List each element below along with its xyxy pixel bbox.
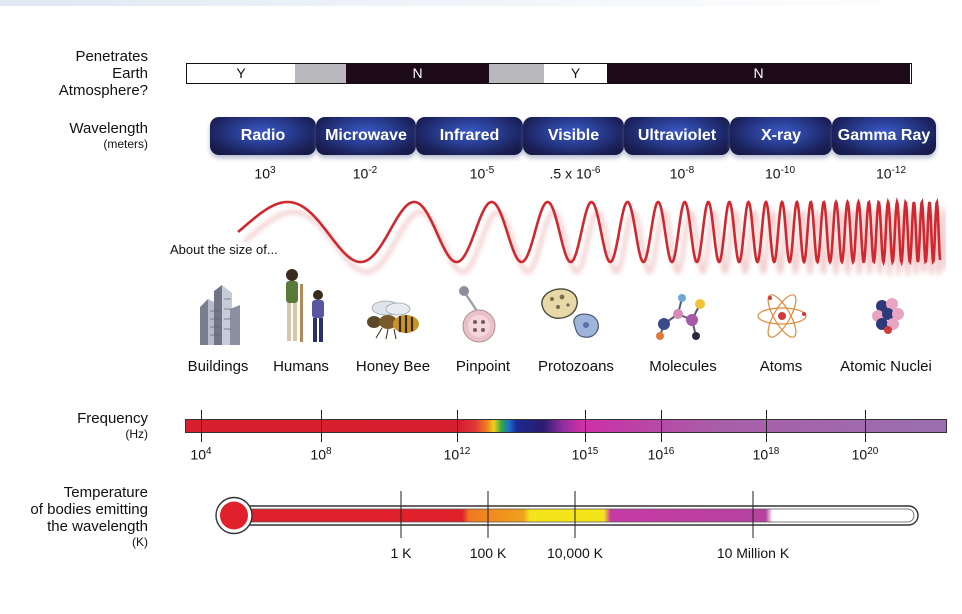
object-label-pinpoint: Pinpoint (455, 358, 511, 375)
buildings-icon (200, 285, 240, 345)
protozoans-icon (541, 288, 599, 338)
wavelength-value: .5 x 10-6 (549, 165, 601, 182)
thermometer-graphic (215, 491, 919, 538)
frequency-bar (185, 419, 947, 433)
wavelength-value: 10-8 (669, 165, 695, 182)
frequency-tick (457, 410, 458, 442)
object-label-buildings: Buildings (187, 358, 249, 375)
atmosphere-label-line: Penetrates (75, 48, 148, 65)
temperature-label-line: Temperature (63, 484, 148, 501)
frequency-tick-label: 1015 (571, 446, 599, 463)
wave-shadow (242, 204, 946, 280)
frequency-label: Frequency (Hz) (30, 410, 148, 442)
frequency-title: Frequency (77, 410, 148, 427)
wave-line (237, 197, 942, 267)
frequency-tick (766, 410, 767, 442)
frequency-tick-label: 1018 (752, 446, 780, 463)
size-note: About the size of... (170, 242, 278, 257)
atmosphere-bar: Y N Y N (186, 63, 912, 84)
molecules-icon (656, 294, 705, 340)
band-ultraviolet: Ultraviolet (624, 117, 730, 155)
temperature-label-line: the wavelength (47, 518, 148, 535)
atmosphere-segment: N (607, 64, 910, 83)
pinpoint-icon (459, 286, 496, 343)
thermometer-bulb (220, 501, 248, 530)
frequency-tick (661, 410, 662, 442)
wavelength-unit: (meters) (103, 137, 148, 151)
atoms-icon (757, 294, 807, 338)
band-radio: Radio (210, 117, 316, 155)
temperature-tick-label: 10 Million K (716, 545, 790, 561)
temperature-label: Temperature of bodies emitting the wavel… (20, 484, 148, 550)
humans-icon (286, 269, 324, 342)
frequency-tick-label: 108 (310, 446, 332, 463)
object-label-atomic-nuclei: Atomic Nuclei (840, 358, 932, 375)
band-infrared: Infrared (416, 117, 523, 155)
wavelength-title: Wavelength (69, 120, 148, 137)
atmosphere-segment (295, 64, 346, 83)
object-label-protozoans: Protozoans (538, 358, 614, 375)
band-microwave: Microwave (316, 117, 416, 155)
wavelength-value: 10-5 (469, 165, 495, 182)
temperature-unit: (K) (132, 535, 148, 549)
frequency-tick (865, 410, 866, 442)
temperature-tick-label: 10,000 K (546, 545, 604, 561)
frequency-tick (585, 410, 586, 442)
atmosphere-label: Penetrates Earth Atmosphere? (30, 48, 148, 99)
wavelength-label: Wavelength (meters) (30, 120, 148, 152)
frequency-tick-label: 1012 (443, 446, 471, 463)
object-label-honey-bee: Honey Bee (355, 358, 431, 375)
frequency-tick (201, 410, 202, 442)
object-label-humans: Humans (273, 358, 329, 375)
atmosphere-segment: Y (544, 64, 607, 83)
band-visible: Visible (523, 117, 624, 155)
frequency-tick-label: 1016 (647, 446, 675, 463)
atmosphere-label-line: Earth (112, 65, 148, 82)
frequency-tick-label: 1020 (851, 446, 879, 463)
band-xray: X-ray (730, 117, 832, 155)
frequency-unit: (Hz) (125, 427, 148, 441)
object-label-molecules: Molecules (649, 358, 717, 375)
object-label-atoms: Atoms (759, 358, 803, 375)
header-strip (0, 0, 962, 6)
thermometer-fill (239, 508, 915, 523)
temperature-tick-label: 1 K (390, 545, 412, 561)
wavelength-value: 10-12 (875, 165, 907, 182)
frequency-tick-label: 104 (190, 446, 212, 463)
honey-bee-icon (367, 300, 419, 340)
wavelength-value: 10-10 (764, 165, 796, 182)
atomic-nuclei-icon (872, 298, 904, 334)
temperature-tick-label: 100 K (469, 545, 507, 561)
wavelength-value: 103 (254, 165, 276, 182)
temperature-label-line: of bodies emitting (30, 501, 148, 518)
wavelength-value: 10-2 (352, 165, 378, 182)
frequency-tick (321, 410, 322, 442)
atmosphere-label-line: Atmosphere? (58, 82, 148, 99)
atmosphere-segment: N (346, 64, 489, 83)
atmosphere-segment: Y (187, 64, 295, 83)
wave-graphic (237, 197, 946, 280)
band-gamma-ray: Gamma Ray (832, 117, 936, 155)
atmosphere-segment (489, 64, 544, 83)
